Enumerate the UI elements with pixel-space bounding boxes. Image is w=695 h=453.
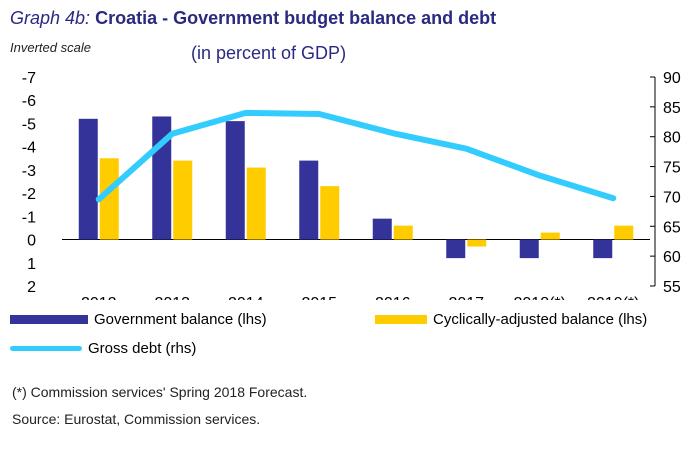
left-axis-tick-label: -2 (22, 186, 36, 203)
x-axis-tick-label: 2016 (375, 295, 411, 300)
legend-label-government-balance: Government balance (lhs) (94, 311, 267, 328)
chart-title: Graph 4b: Croatia - Government budget ba… (10, 8, 496, 29)
left-axis-tick-label: 1 (27, 256, 36, 273)
right-axis-tick-label: 80 (663, 130, 681, 147)
right-axis-tick-label: 70 (663, 189, 681, 206)
left-axis-tick-label: -6 (22, 93, 36, 110)
bar-government-balance (78, 118, 98, 240)
bar-cyclically-adjusted (393, 225, 413, 240)
footnote-forecast: (*) Commission services' Spring 2018 For… (12, 384, 308, 400)
x-axis-tick-label: 2017 (448, 295, 484, 300)
legend-swatch-government-balance (10, 315, 88, 324)
legend-swatch-gross-debt (10, 346, 82, 351)
x-axis-tick-label: 2013 (154, 295, 190, 300)
chart-subtitle: (in percent of GDP) (191, 43, 347, 63)
legend-swatch-cyclically-adjusted (375, 315, 427, 324)
bar-cyclically-adjusted (540, 232, 560, 240)
chart-title-main: Croatia - Government budget balance and … (95, 8, 497, 28)
right-axis-tick-label: 60 (663, 249, 681, 266)
legend-item-cyclically-adjusted: Cyclically-adjusted balance (lhs) (375, 311, 647, 328)
legend-label-gross-debt: Gross debt (rhs) (88, 340, 197, 357)
bar-cyclically-adjusted (467, 239, 487, 247)
right-axis-tick-label: 85 (663, 100, 681, 117)
left-axis-tick-label: -7 (22, 70, 36, 87)
x-axis-tick-label: 2012 (81, 295, 117, 300)
right-axis-tick-label: 65 (663, 219, 681, 236)
legend-item-government-balance: Government balance (lhs) (10, 311, 267, 328)
bar-government-balance (446, 239, 466, 259)
chart-canvas: -7 -6 -5 -4 -3 -2 -1 0 1 2 90 85 80 75 70 65 60 55 2012 201… (22, 70, 681, 300)
bar-government-balance (225, 121, 245, 240)
right-axis-tick-label: 55 (663, 279, 681, 296)
bar-cyclically-adjusted (246, 167, 266, 240)
bar-cyclically-adjusted (614, 225, 634, 240)
right-axis-tick-label: 75 (663, 160, 681, 177)
right-axis-tick-label: 90 (663, 70, 681, 87)
bar-government-balance (593, 239, 613, 259)
bar-cyclically-adjusted (99, 158, 119, 240)
left-axis-tick-label: -5 (22, 116, 36, 133)
line-gross-debt (95, 109, 617, 203)
bar-government-balance (519, 239, 539, 259)
x-axis-tick-label: 2015 (301, 295, 337, 300)
legend-label-cyclically-adjusted: Cyclically-adjusted balance (lhs) (433, 311, 648, 328)
left-axis-tick-label: -3 (22, 163, 36, 180)
x-axis-tick-label: 2019(*) (587, 295, 639, 300)
bar-government-balance (299, 160, 319, 240)
left-axis-tick-label: 2 (27, 279, 36, 296)
legend-item-gross-debt: Gross debt (rhs) (10, 340, 196, 357)
inverted-scale-note: Inverted scale (10, 40, 91, 55)
x-axis-tick-label: 2018(*) (514, 295, 566, 300)
x-axis-tick-label: 2014 (228, 295, 264, 300)
footnote-source: Source: Eurostat, Commission services. (12, 411, 261, 427)
chart-title-prefix: Graph 4b: (10, 8, 91, 28)
bar-cyclically-adjusted (320, 186, 340, 240)
left-axis-tick-label: -4 (22, 140, 36, 157)
bar-government-balance (372, 218, 392, 240)
bar-cyclically-adjusted (173, 160, 193, 240)
left-axis-tick-label: 0 (27, 233, 36, 250)
left-axis-tick-label: -1 (22, 209, 36, 226)
